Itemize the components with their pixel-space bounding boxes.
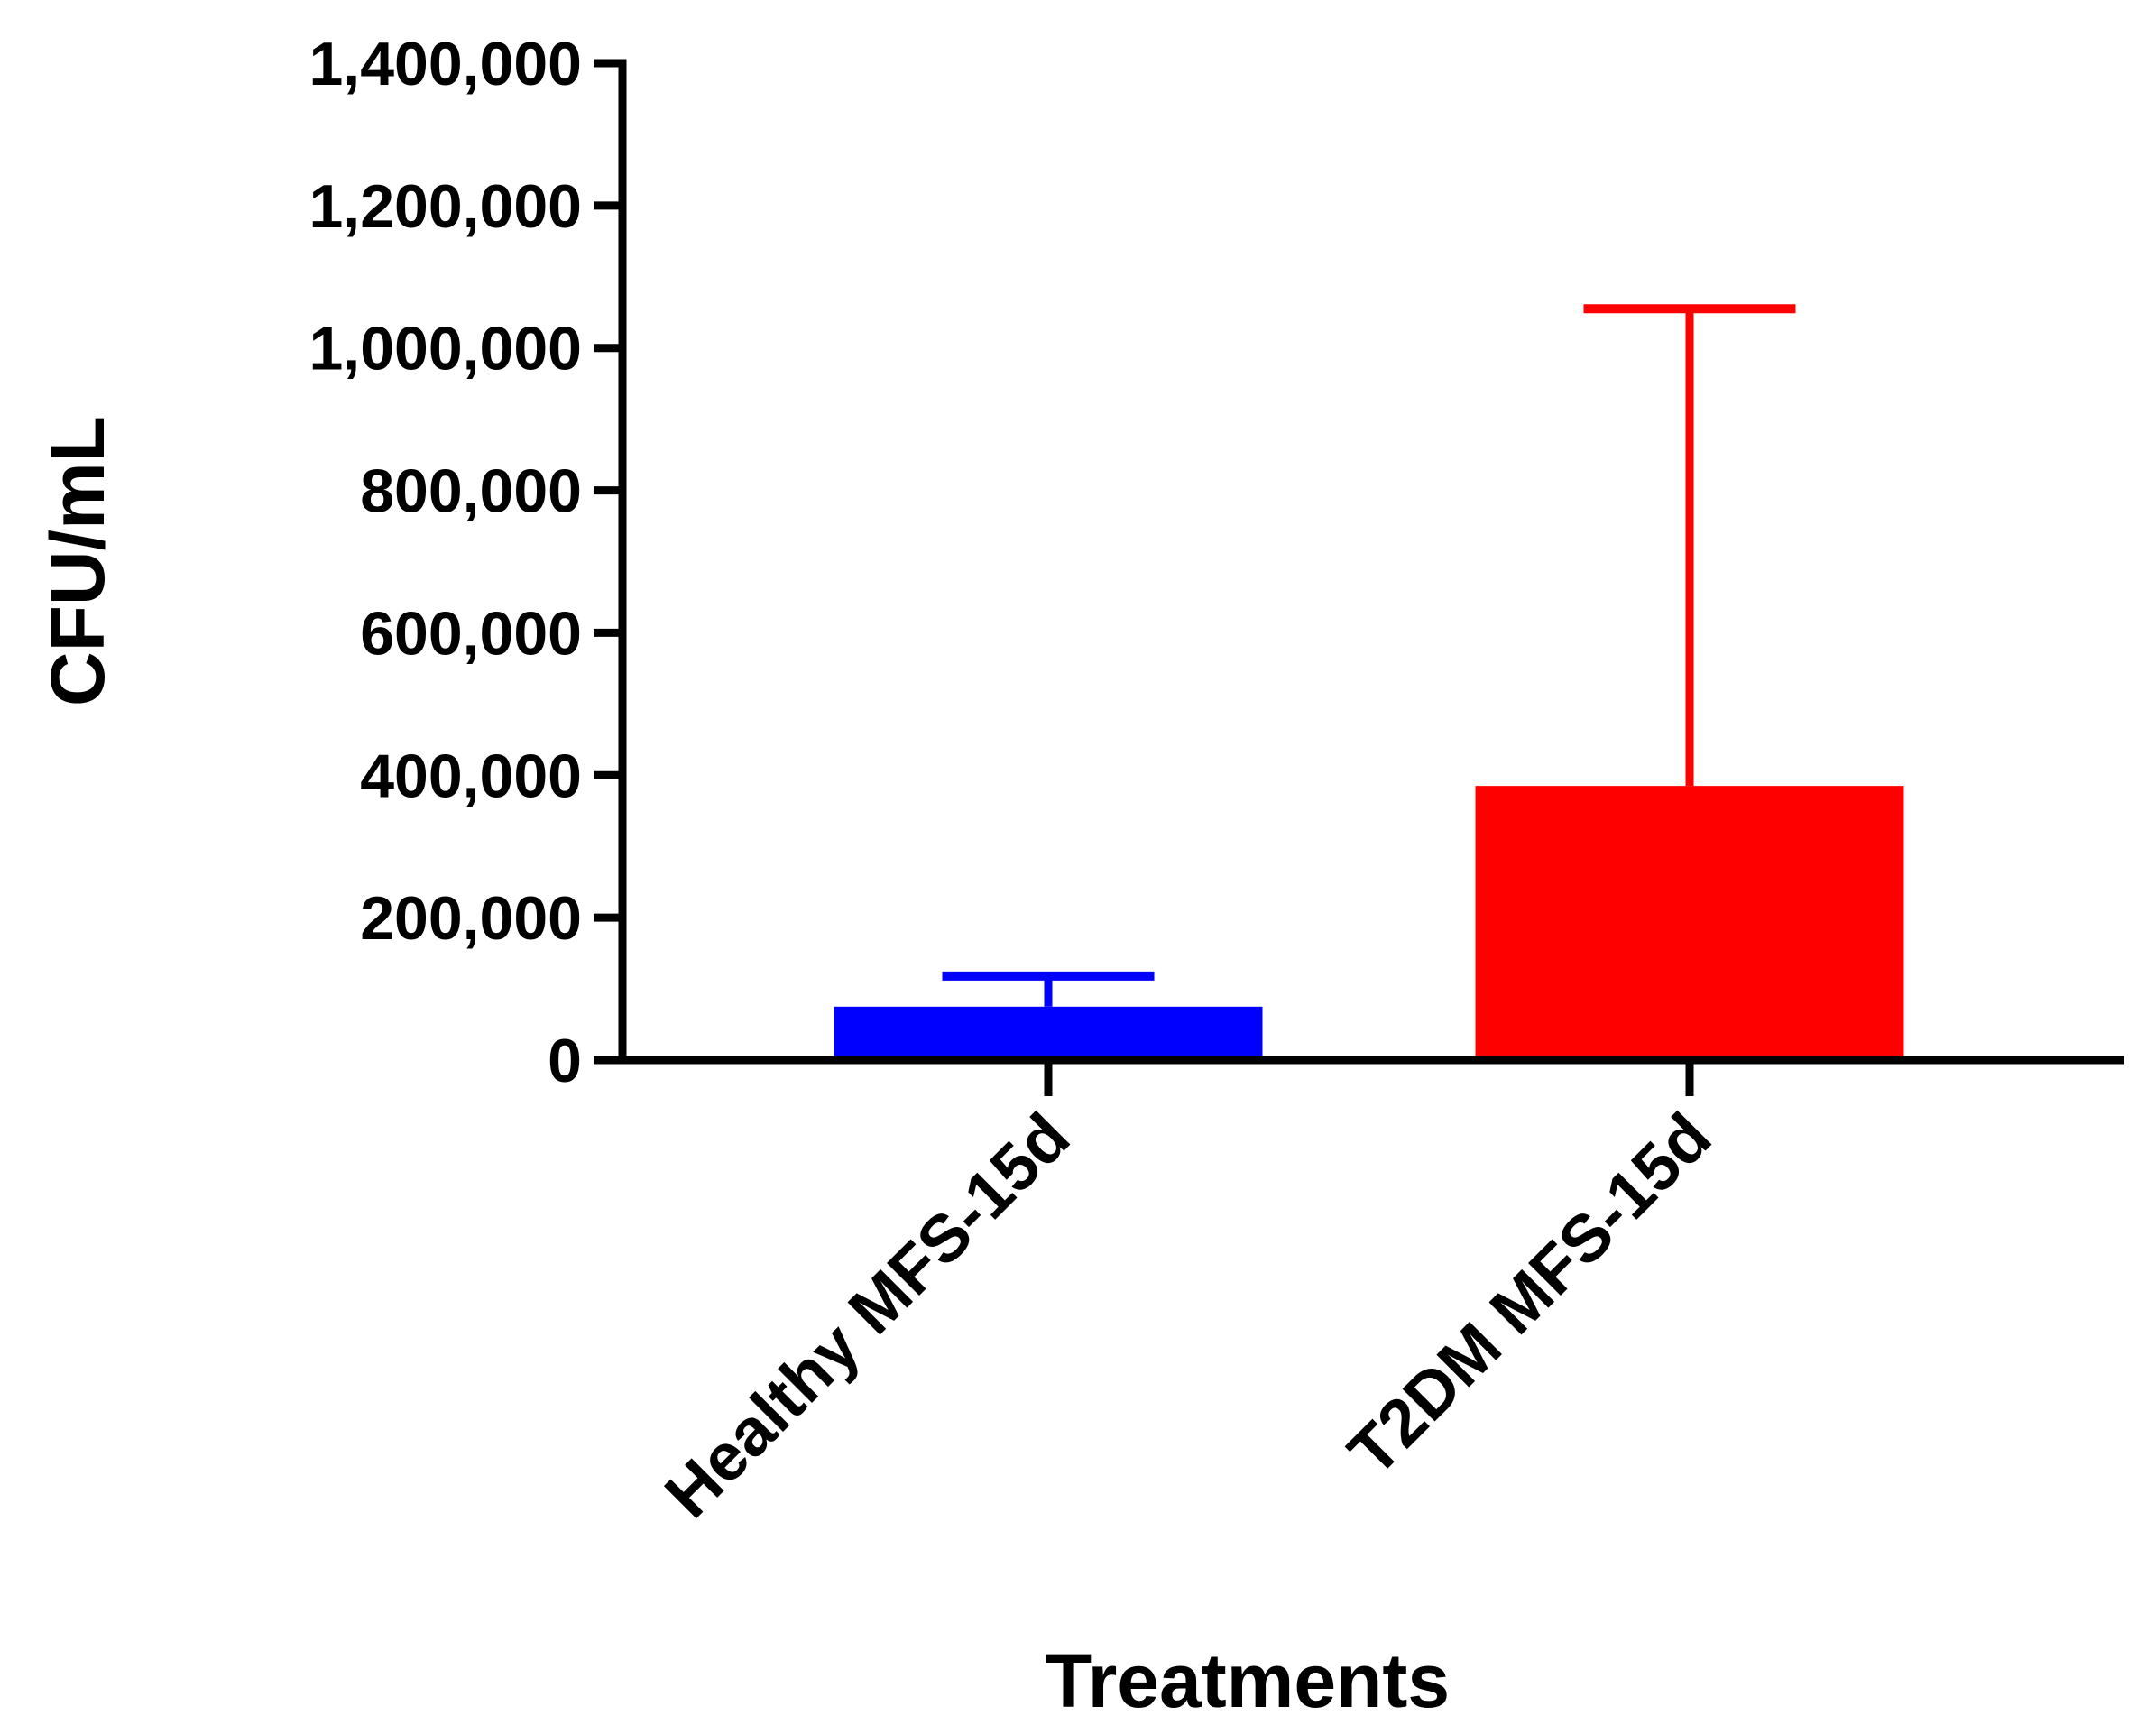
bar-t2dm [1475, 786, 1904, 1060]
y-axis-title: CFU/mL [35, 416, 120, 706]
y-tick-label: 200,000 [360, 884, 582, 953]
y-axis-ticks: 0 200,000 400,000 600,000 800,000 1,000,000 1,… [309, 30, 622, 1095]
y-tick-label: 800,000 [360, 457, 582, 526]
y-tick-label: 1,400,000 [309, 30, 582, 98]
y-tick-label: 1,200,000 [309, 172, 582, 241]
bar-healthy [834, 1006, 1263, 1060]
y-tick-label: 400,000 [360, 742, 582, 810]
y-tick-label: 600,000 [360, 599, 582, 668]
axes: 0 200,000 400,000 600,000 800,000 1,000,000 1,… [309, 30, 2124, 1532]
x-category-label: Healthy MFS-15d [650, 1099, 1083, 1532]
x-axis-title: Treatments [1046, 1638, 1450, 1723]
y-tick-label: 1,000,000 [309, 315, 582, 383]
y-tick-label: 0 [548, 1027, 582, 1095]
x-axis-ticks: Healthy MFS-15d T2DM MFS-15d [650, 1060, 1725, 1532]
bar-marks [834, 304, 1904, 1060]
x-category-label: T2DM MFS-15d [1334, 1099, 1726, 1490]
